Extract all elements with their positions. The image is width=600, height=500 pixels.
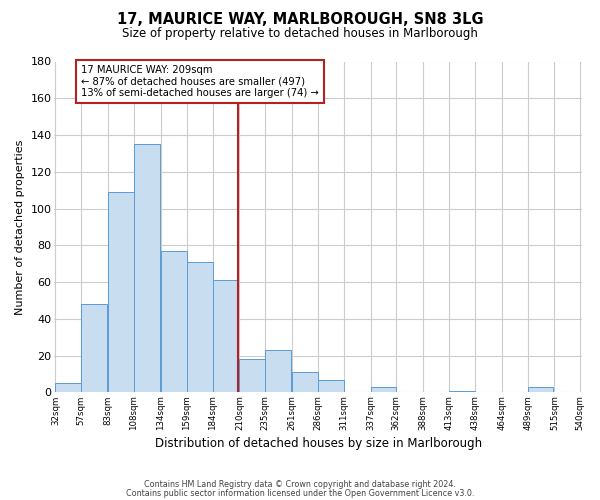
Bar: [292, 372, 318, 392]
Text: 17 MAURICE WAY: 209sqm
← 87% of detached houses are smaller (497)
13% of semi-de: 17 MAURICE WAY: 209sqm ← 87% of detached…: [82, 65, 319, 98]
X-axis label: Distribution of detached houses by size in Marlborough: Distribution of detached houses by size …: [155, 437, 482, 450]
Bar: [371, 387, 397, 392]
Text: Contains HM Land Registry data © Crown copyright and database right 2024.: Contains HM Land Registry data © Crown c…: [144, 480, 456, 489]
Text: Contains public sector information licensed under the Open Government Licence v3: Contains public sector information licen…: [126, 488, 474, 498]
Bar: [265, 350, 291, 393]
Bar: [527, 387, 553, 392]
Bar: [212, 280, 238, 392]
Bar: [187, 262, 212, 392]
Bar: [449, 390, 475, 392]
Bar: [82, 304, 107, 392]
Bar: [134, 144, 160, 392]
Bar: [161, 251, 187, 392]
Bar: [239, 360, 265, 392]
Bar: [55, 383, 82, 392]
Text: Size of property relative to detached houses in Marlborough: Size of property relative to detached ho…: [122, 28, 478, 40]
Text: 17, MAURICE WAY, MARLBOROUGH, SN8 3LG: 17, MAURICE WAY, MARLBOROUGH, SN8 3LG: [116, 12, 484, 28]
Y-axis label: Number of detached properties: Number of detached properties: [15, 140, 25, 314]
Bar: [318, 380, 344, 392]
Bar: [108, 192, 134, 392]
